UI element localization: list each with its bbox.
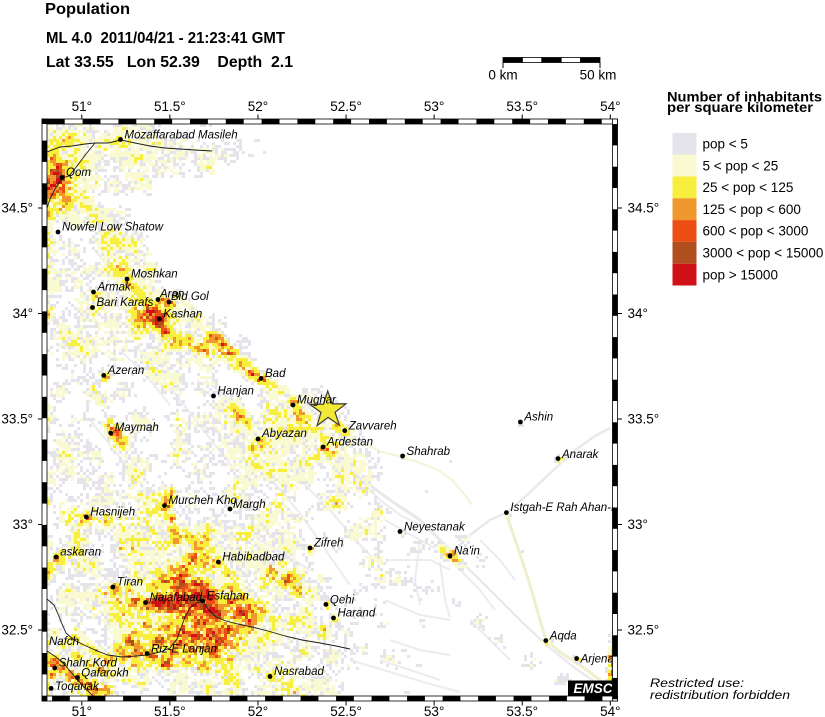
svg-text:51.5°: 51.5° [154, 704, 186, 717]
svg-text:Armak: Armak [97, 282, 132, 294]
svg-text:Istgah-E Rah Ahan-E Now: Istgah-E Rah Ahan-E Now [510, 502, 645, 514]
svg-text:Hasnijeh: Hasnijeh [90, 507, 135, 519]
svg-text:Mughar: Mughar [297, 395, 337, 407]
svg-text:53°: 53° [424, 99, 444, 114]
svg-text:Moshkan: Moshkan [131, 269, 178, 281]
svg-text:Qom: Qom [66, 167, 91, 179]
svg-text:Shahr Kord: Shahr Kord [59, 658, 118, 670]
svg-text:Qafarokh: Qafarokh [81, 668, 128, 680]
svg-text:Tiran: Tiran [117, 577, 143, 589]
svg-text:32.5°: 32.5° [1, 623, 33, 638]
svg-text:34.5°: 34.5° [1, 201, 33, 216]
svg-text:Zavvareh: Zavvareh [348, 421, 397, 433]
svg-text:125 < pop < 600: 125 < pop < 600 [703, 202, 801, 217]
svg-text:pop < 5: pop < 5 [703, 137, 748, 152]
svg-text:redistribution forbidden: redistribution forbidden [650, 690, 790, 702]
svg-text:Anarak: Anarak [561, 449, 600, 461]
svg-text:52°: 52° [248, 99, 268, 114]
svg-text:Azeran: Azeran [107, 365, 144, 377]
svg-text:53.5°: 53.5° [506, 704, 538, 717]
svg-text:53°: 53° [424, 704, 444, 717]
svg-text:33°: 33° [13, 517, 33, 532]
svg-text:pop > 15000: pop > 15000 [703, 267, 778, 282]
svg-text:Kashan: Kashan [163, 309, 202, 321]
svg-text:50 km: 50 km [580, 68, 617, 83]
svg-text:52.5°: 52.5° [330, 99, 362, 114]
svg-text:Aqda: Aqda [549, 631, 577, 643]
svg-text:Nasrabad: Nasrabad [274, 666, 324, 678]
svg-text:Esfahan: Esfahan [207, 591, 249, 603]
svg-text:52°: 52° [248, 704, 268, 717]
svg-text:Ardestan: Ardestan [326, 437, 373, 449]
svg-text:Neyestanak: Neyestanak [404, 522, 466, 534]
svg-text:Mozaffarabad Masileh: Mozaffarabad Masileh [125, 130, 238, 142]
svg-text:34°: 34° [628, 306, 648, 321]
svg-text:34.5°: 34.5° [628, 201, 660, 216]
svg-text:Zifreh: Zifreh [313, 538, 343, 550]
svg-text:EMSC: EMSC [574, 681, 613, 696]
svg-text:Toqanak: Toqanak [55, 681, 100, 693]
svg-text:51°: 51° [72, 704, 92, 717]
svg-text:33.5°: 33.5° [628, 412, 660, 427]
svg-text:Hanjan: Hanjan [218, 386, 254, 398]
svg-text:3000 < pop < 15000: 3000 < pop < 15000 [703, 246, 824, 261]
svg-text:53.5°: 53.5° [506, 99, 538, 114]
svg-text:Bari Karafs: Bari Karafs [97, 297, 154, 309]
svg-text:33°: 33° [628, 517, 648, 532]
svg-text:34°: 34° [13, 306, 33, 321]
svg-text:Riz-E Lanjan: Riz-E Lanjan [151, 644, 217, 656]
svg-text:51.5°: 51.5° [154, 99, 186, 114]
svg-text:Aran: Aran [159, 289, 184, 301]
svg-text:Harand: Harand [338, 608, 376, 620]
svg-text:54°: 54° [600, 99, 620, 114]
svg-text:600 < pop < 3000: 600 < pop < 3000 [703, 224, 809, 239]
svg-text:51°: 51° [72, 99, 92, 114]
svg-text:Restricted use:: Restricted use: [650, 678, 744, 690]
svg-text:Habibadbad: Habibadbad [222, 552, 285, 564]
svg-text:54°: 54° [600, 704, 620, 717]
svg-text:25 < pop < 125: 25 < pop < 125 [703, 180, 794, 195]
svg-text:Na'in: Na'in [454, 546, 480, 558]
svg-text:52.5°: 52.5° [330, 704, 362, 717]
svg-text:Arjenan: Arjenan [580, 654, 621, 666]
svg-text:Abyazan: Abyazan [261, 428, 307, 440]
svg-text:33.5°: 33.5° [1, 412, 33, 427]
svg-text:Bad: Bad [265, 368, 286, 380]
svg-text:32.5°: 32.5° [628, 623, 660, 638]
svg-text:ML 4.0 2011/04/21 - 21:23:41: ML 4.0 2011/04/21 - 21:23:41 GMT [46, 30, 286, 47]
svg-text:Margh: Margh [233, 499, 266, 511]
svg-text:Ashin: Ashin [523, 412, 553, 424]
svg-text:per square kilometer: per square kilometer [667, 100, 814, 115]
svg-text:askaran: askaran [60, 547, 101, 559]
svg-text:Najafabad: Najafabad [150, 592, 203, 604]
svg-text:Number of inhabitants: Number of inhabitants [667, 90, 822, 105]
svg-text:Nowfel Low Shatow: Nowfel Low Shatow [62, 222, 164, 234]
svg-text:Lat 33.55 Lon 52.39 Depth: Lat 33.55 Lon 52.39 Depth 2.1 [46, 54, 293, 71]
svg-text:Qehi: Qehi [330, 595, 355, 607]
svg-text:5 < pop < 25: 5 < pop < 25 [703, 158, 779, 173]
svg-text:Bid Gol: Bid Gol [171, 291, 209, 303]
svg-text:Murcheh Kho: Murcheh Kho [169, 495, 238, 507]
svg-text:Shahrab: Shahrab [407, 446, 451, 458]
svg-text:0 km: 0 km [488, 68, 517, 83]
svg-text:Population: Population [45, 1, 130, 18]
svg-text:Nafch: Nafch [49, 636, 79, 648]
svg-text:Maymah: Maymah [115, 422, 159, 434]
